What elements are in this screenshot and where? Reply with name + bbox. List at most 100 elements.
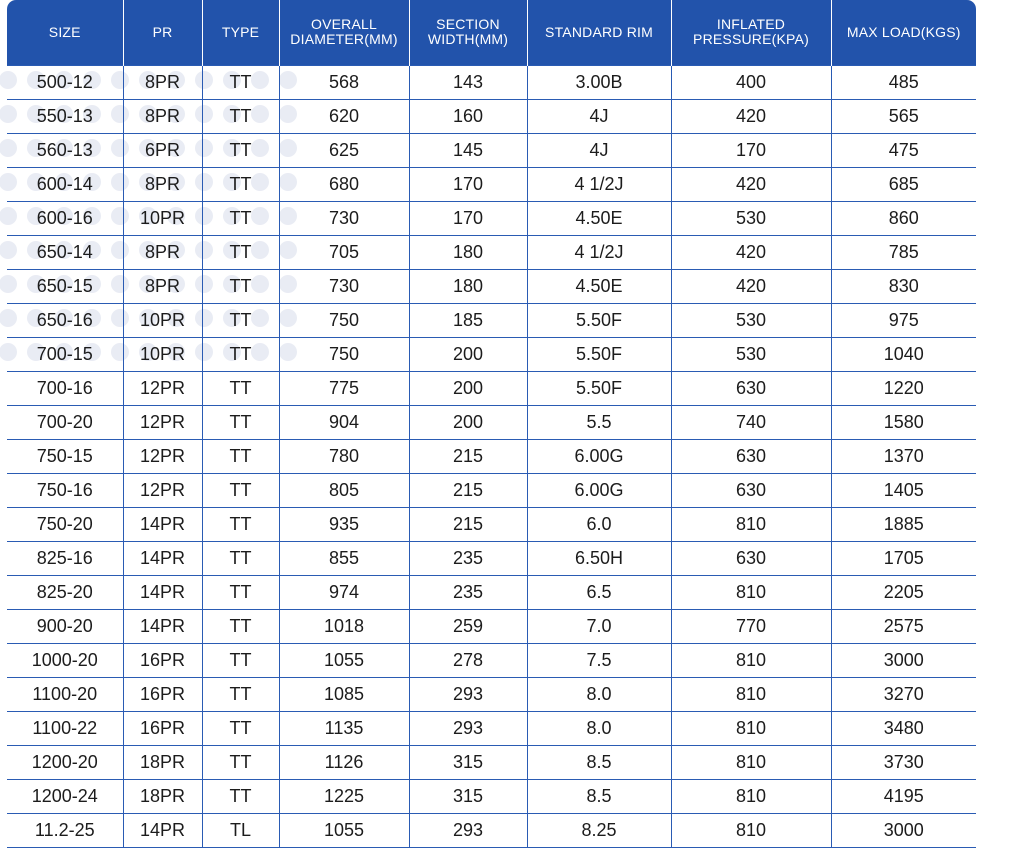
column-header-line: PRESSURE(KPA) [693, 31, 809, 48]
cell-overall-diameter: 805 [279, 473, 410, 508]
cell-overall-diameter: 680 [279, 167, 410, 202]
cell-max-load: 1580 [831, 405, 976, 440]
cell-section-width: 235 [409, 541, 528, 576]
cell-standard-rim: 8.0 [527, 677, 672, 712]
cell-section-width: 293 [409, 711, 528, 746]
cell-type: TT [202, 337, 280, 372]
cell-section-width: 315 [409, 745, 528, 780]
cell-type: TT [202, 779, 280, 814]
cell-max-load: 685 [831, 167, 976, 202]
cell-max-load: 3000 [831, 643, 976, 678]
cell-section-width: 200 [409, 405, 528, 440]
cell-inflated-pressure: 810 [671, 711, 832, 746]
table-row: 750-20 14PR TT 935 215 6.0 810 1885 [7, 507, 976, 542]
cell-type: TT [202, 371, 280, 406]
cell-max-load: 3000 [831, 813, 976, 848]
cell-standard-rim: 6.0 [527, 507, 672, 542]
cell-size: 1200-20 [7, 745, 124, 780]
cell-type: TT [202, 303, 280, 338]
cell-inflated-pressure: 530 [671, 337, 832, 372]
cell-inflated-pressure: 170 [671, 133, 832, 168]
cell-section-width: 215 [409, 439, 528, 474]
table-row: 700-20 12PR TT 904 200 5.5 740 1580 [7, 405, 976, 440]
column-header-section-width: SECTION WIDTH(MM) [409, 0, 528, 65]
table-header: SIZE PR TYPE OVERALL DIAMETER(MM) SECTION WIDT… [7, 0, 976, 65]
cell-standard-rim: 3.00B [527, 64, 672, 100]
table-row: 700-15 10PR TT 750 200 5.50F 530 1040 [7, 337, 976, 372]
cell-size: 650-15 [7, 269, 124, 304]
cell-size: 11.2-25 [7, 813, 124, 848]
cell-max-load: 565 [831, 99, 976, 134]
cell-max-load: 785 [831, 235, 976, 270]
cell-inflated-pressure: 420 [671, 269, 832, 304]
cell-standard-rim: 7.5 [527, 643, 672, 678]
cell-max-load: 1405 [831, 473, 976, 508]
cell-pr: 8PR [123, 99, 203, 134]
cell-section-width: 160 [409, 99, 528, 134]
cell-inflated-pressure: 630 [671, 371, 832, 406]
cell-max-load: 2205 [831, 575, 976, 610]
cell-inflated-pressure: 810 [671, 643, 832, 678]
column-header-line: INFLATED [716, 16, 786, 33]
cell-size: 900-20 [7, 609, 124, 644]
table-row: 1200-24 18PR TT 1225 315 8.5 810 4195 [7, 779, 976, 814]
column-header-line: MAX LOAD(KGS) [846, 23, 961, 40]
cell-type: TT [202, 745, 280, 780]
cell-pr: 14PR [123, 609, 203, 644]
table-row: 600-14 8PR TT 680 170 4 1/2J 420 685 [7, 167, 976, 202]
cell-max-load: 1220 [831, 371, 976, 406]
cell-max-load: 475 [831, 133, 976, 168]
cell-inflated-pressure: 810 [671, 507, 832, 542]
cell-size: 600-14 [7, 167, 124, 202]
cell-type: TT [202, 269, 280, 304]
cell-max-load: 3270 [831, 677, 976, 712]
cell-inflated-pressure: 810 [671, 575, 832, 610]
cell-section-width: 200 [409, 371, 528, 406]
column-header-line: TYPE [221, 23, 260, 40]
column-header-pr: PR [123, 0, 203, 65]
cell-pr: 12PR [123, 371, 203, 406]
cell-overall-diameter: 750 [279, 337, 410, 372]
cell-pr: 12PR [123, 473, 203, 508]
cell-pr: 8PR [123, 167, 203, 202]
cell-max-load: 1705 [831, 541, 976, 576]
cell-size: 1000-20 [7, 643, 124, 678]
cell-section-width: 180 [409, 269, 528, 304]
cell-overall-diameter: 1135 [279, 711, 410, 746]
cell-overall-diameter: 730 [279, 269, 410, 304]
cell-max-load: 2575 [831, 609, 976, 644]
cell-size: 600-16 [7, 201, 124, 236]
cell-overall-diameter: 1225 [279, 779, 410, 814]
column-header-size: SIZE [7, 0, 124, 65]
table-row: 600-16 10PR TT 730 170 4.50E 530 860 [7, 201, 976, 236]
table-row: 750-15 12PR TT 780 215 6.00G 630 1370 [7, 439, 976, 474]
cell-section-width: 200 [409, 337, 528, 372]
cell-type: TT [202, 167, 280, 202]
table-row: 650-14 8PR TT 705 180 4 1/2J 420 785 [7, 235, 976, 270]
column-header-line: OVERALL [311, 16, 377, 33]
cell-inflated-pressure: 770 [671, 609, 832, 644]
cell-size: 650-14 [7, 235, 124, 270]
cell-max-load: 1885 [831, 507, 976, 542]
cell-section-width: 293 [409, 677, 528, 712]
cell-type: TT [202, 439, 280, 474]
cell-inflated-pressure: 420 [671, 99, 832, 134]
cell-pr: 8PR [123, 269, 203, 304]
cell-overall-diameter: 625 [279, 133, 410, 168]
cell-max-load: 830 [831, 269, 976, 304]
cell-size: 560-13 [7, 133, 124, 168]
cell-max-load: 975 [831, 303, 976, 338]
cell-standard-rim: 8.5 [527, 779, 672, 814]
cell-overall-diameter: 705 [279, 235, 410, 270]
tire-spec-table: SIZE PR TYPE OVERALL DIAMETER(MM) SECTION WIDT… [7, 0, 976, 848]
cell-standard-rim: 6.5 [527, 575, 672, 610]
cell-standard-rim: 6.50H [527, 541, 672, 576]
cell-size: 750-20 [7, 507, 124, 542]
cell-standard-rim: 4.50E [527, 201, 672, 236]
cell-overall-diameter: 974 [279, 575, 410, 610]
table-row: 650-15 8PR TT 730 180 4.50E 420 830 [7, 269, 976, 304]
cell-pr: 8PR [123, 235, 203, 270]
table-body: 500-12 8PR TT 568 143 3.00B 400 485 550-13 8PR TT 6… [7, 64, 976, 848]
table-row: 700-16 12PR TT 775 200 5.50F 630 1220 [7, 371, 976, 406]
column-header-line: WIDTH(MM) [427, 31, 509, 48]
